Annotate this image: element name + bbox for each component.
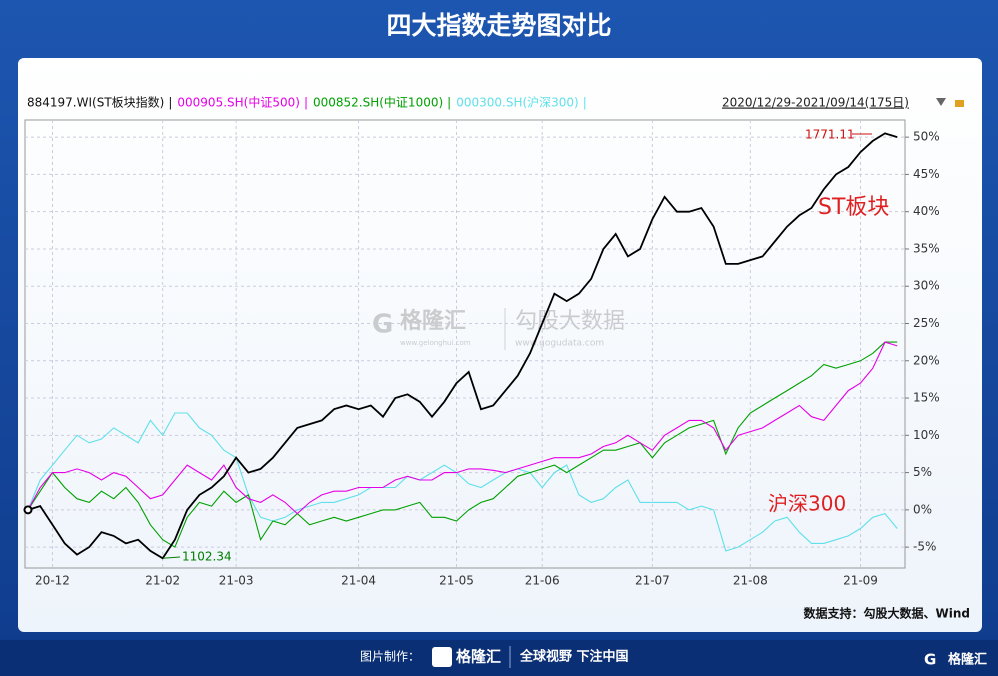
x-tick-label: 21-07 <box>635 574 670 588</box>
y-tick-label: 50% <box>913 130 940 144</box>
footer-bar <box>0 640 998 676</box>
legend-separator: | <box>447 96 451 110</box>
x-tick-label: 21-05 <box>439 574 474 588</box>
lock-icon[interactable] <box>955 100 964 107</box>
legend-entry: 000852.SH(中证1000) <box>313 95 443 110</box>
page-title: 四大指数走势图对比 <box>386 11 611 40</box>
x-tick-label: 21-02 <box>145 574 180 588</box>
x-tick-label: 21-08 <box>733 574 768 588</box>
x-tick-label: 21-03 <box>219 574 254 588</box>
y-tick-label: 20% <box>913 353 940 367</box>
start-marker <box>23 505 33 515</box>
source: 数据支持：勾股大数据、Wind <box>804 606 970 621</box>
x-tick-label: 21-09 <box>843 574 878 588</box>
y-tick-label: 30% <box>913 279 940 293</box>
annotation: 沪深300 <box>768 492 846 516</box>
y-tick-label: 5% <box>913 465 932 479</box>
watermark-brand-url: www.gelonghui.com <box>400 339 471 347</box>
annotation-leader <box>162 556 181 559</box>
x-tick-label: 21-06 <box>525 574 560 588</box>
watermark: G 格隆汇 www.gelonghui.com 勾股大数据 www.goguda… <box>372 308 625 350</box>
watermark-logo: G <box>372 310 393 340</box>
watermark-site-url: www.gogudata.com <box>515 339 604 349</box>
x-tick-label: 21-04 <box>341 574 376 588</box>
legend-separator: | <box>583 96 587 110</box>
y-tick-label: 15% <box>913 391 940 405</box>
series-line <box>27 341 898 548</box>
chart-panel <box>18 58 982 632</box>
footer-brand: 格隆汇 <box>456 648 501 666</box>
dropdown-arrow[interactable] <box>936 98 946 106</box>
y-tick-label: 35% <box>913 241 940 255</box>
annotation: ST板块 <box>818 195 889 220</box>
y-tick-label: 0% <box>913 502 932 516</box>
annotation: 1771.11 <box>805 128 855 142</box>
y-tick-label: -5% <box>913 540 936 554</box>
legend-separator: | <box>304 96 308 110</box>
footer-logo <box>432 647 452 667</box>
series-line <box>27 341 898 515</box>
plot-area <box>24 119 906 569</box>
legend-separator: | <box>168 96 172 110</box>
annotation: 1102.34 <box>182 550 232 564</box>
legend-entry: 000300.SH(沪深300) <box>456 96 579 110</box>
made-by: 图片制作： <box>360 650 420 664</box>
series-line <box>27 412 898 552</box>
watermark-brand: 格隆汇 <box>400 308 466 334</box>
date-range: 2020/12/29-2021/09/14(175日) <box>722 96 909 110</box>
footer-slogan: 全球视野 下注中国 <box>519 649 629 665</box>
corner-logo: G <box>924 651 936 669</box>
series-line <box>27 132 898 560</box>
y-tick-label: 10% <box>913 428 940 442</box>
y-tick-label: 40% <box>913 204 940 218</box>
legend-entry: 884197.WI(ST板块指数) <box>27 95 164 110</box>
y-tick-label: 25% <box>913 316 940 330</box>
y-tick-label: 45% <box>913 167 940 181</box>
x-tick-label: 20-12 <box>35 574 70 588</box>
corner-brand: 格隆汇 <box>948 652 987 668</box>
watermark-site: 勾股大数据 <box>515 309 625 334</box>
legend-entry: 000905.SH(中证500) <box>177 95 300 110</box>
